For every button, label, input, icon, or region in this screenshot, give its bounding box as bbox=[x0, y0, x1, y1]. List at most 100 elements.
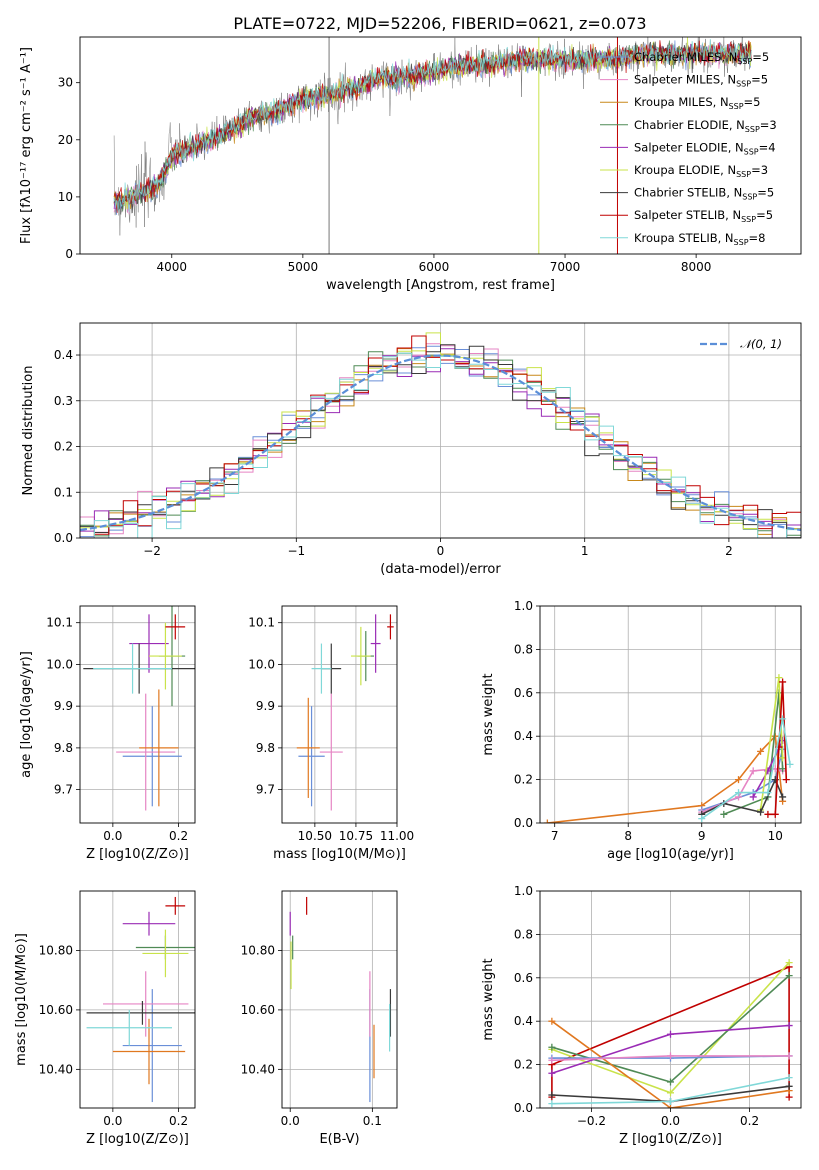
y-tick-label: 10.1 bbox=[248, 616, 275, 630]
series-marker bbox=[785, 1074, 793, 1082]
series-marker bbox=[548, 1056, 556, 1064]
series-marker bbox=[548, 1017, 556, 1025]
series-marker bbox=[779, 678, 787, 686]
y-tick-label: 10.60 bbox=[241, 1003, 275, 1017]
point-salpeter-stelib bbox=[387, 614, 394, 640]
plot-area bbox=[540, 606, 801, 823]
x-tick-label: 0.1 bbox=[363, 1114, 382, 1128]
point-salpeter-miles bbox=[103, 971, 189, 1037]
x-tick-label: 8 bbox=[624, 829, 632, 843]
y-axis-label: mass [log10(M/M⊙)] bbox=[14, 933, 29, 1066]
x-tick-label: 2 bbox=[725, 544, 733, 558]
y-axis-label: age [log10(age/yr)] bbox=[19, 651, 34, 778]
y-tick-label: 0.2 bbox=[514, 773, 533, 787]
y-tick-label: 10.80 bbox=[39, 943, 73, 957]
series-marker bbox=[771, 810, 779, 818]
series-salpeter-stelib bbox=[764, 678, 790, 818]
series-marker bbox=[779, 715, 787, 723]
x-axis-label: mass [log10(M/M⊙)] bbox=[273, 847, 406, 862]
series-marker bbox=[757, 808, 765, 816]
x-tick-label: −2 bbox=[143, 544, 161, 558]
histogram-kroupa-stelib bbox=[80, 352, 801, 538]
x-tick-label: 0.0 bbox=[103, 1114, 122, 1128]
axes-frame bbox=[281, 605, 398, 824]
series-marker bbox=[667, 1097, 674, 1105]
point-kroupa-elodie bbox=[149, 622, 182, 690]
y-axis-label: Flux [fλ10⁻¹⁷ erg cm⁻² s⁻¹ A⁻¹] bbox=[19, 47, 34, 244]
y-tick-label: 0.2 bbox=[54, 440, 73, 454]
point-kroupa-stelib bbox=[93, 643, 172, 694]
panel-mass_weight_vs_Z: −0.2 0.0 0.2 0.0 0.2 0.4 0.6 0.8 1.0 Z [log10(Z/Z… bbox=[481, 884, 802, 1147]
x-axis-label: Z [log10(Z/Z⊙)] bbox=[619, 1132, 722, 1147]
point-kroupa-miles bbox=[139, 689, 179, 807]
chart-title: PLATE=0722, MJD=52206, FIBERID=0621, z=0… bbox=[233, 14, 646, 33]
x-axis-label: Z [log10(Z/Z⊙)] bbox=[86, 847, 189, 862]
series-line bbox=[551, 965, 790, 1098]
point-chabrier-stelib bbox=[86, 1000, 195, 1025]
x-axis-label: (data-model)/error bbox=[380, 562, 501, 577]
x-axis-label: E(B-V) bbox=[319, 1132, 359, 1147]
point-salpeter-miles bbox=[319, 693, 343, 811]
point-salpeter-stelib bbox=[165, 614, 186, 640]
series-salpeter-miles bbox=[548, 1052, 793, 1064]
series-marker bbox=[698, 815, 706, 823]
x-tick-label: −0.2 bbox=[577, 1114, 606, 1128]
x-tick-label: 0.2 bbox=[169, 1114, 188, 1128]
series-kroupa-elodie bbox=[757, 674, 787, 814]
series-kroupa-stelib bbox=[548, 1074, 793, 1108]
y-tick-label: 0.0 bbox=[54, 531, 73, 545]
y-axis-label: mass weight bbox=[481, 673, 496, 755]
axes-frame bbox=[79, 36, 802, 255]
point-salpeter-elodie bbox=[370, 614, 381, 673]
series-chabrier-stelib bbox=[698, 776, 787, 818]
x-tick-label: 10.50 bbox=[298, 829, 332, 843]
series-marker bbox=[667, 1078, 674, 1086]
series-marker bbox=[779, 793, 787, 801]
x-tick-label: 10.75 bbox=[339, 829, 373, 843]
x-axis-label: wavelength [Angstrom, rest frame] bbox=[326, 278, 555, 293]
series-marker bbox=[749, 793, 757, 801]
y-tick-label: 0.8 bbox=[514, 927, 533, 941]
x-tick-label: 10 bbox=[768, 829, 783, 843]
series-marker bbox=[764, 810, 772, 818]
point-chabrier-miles bbox=[122, 989, 182, 1103]
legend-entry: Salpeter STELIB, NSSP=5 bbox=[634, 208, 773, 224]
y-tick-label: 0.1 bbox=[54, 485, 73, 499]
y-axis-label: Normed distribution bbox=[21, 366, 36, 496]
x-tick-label: 0.0 bbox=[661, 1114, 680, 1128]
panel-spectrum: Chabrier MILES, NSSP=5 Salpeter MILES, NS… bbox=[19, 36, 802, 293]
model-line-kroupa-stelib bbox=[113, 38, 752, 213]
x-tick-label: 0.2 bbox=[169, 829, 188, 843]
series-marker bbox=[785, 1082, 793, 1090]
point-salpeter-miles bbox=[116, 693, 176, 811]
x-tick-label: 5000 bbox=[288, 260, 319, 274]
y-tick-label: 0.3 bbox=[54, 394, 73, 408]
point-salpeter-elodie bbox=[122, 911, 176, 936]
point-kroupa-elodie bbox=[142, 929, 189, 978]
series-marker bbox=[785, 972, 793, 980]
series-marker bbox=[775, 674, 783, 682]
legend-entry: Chabrier ELODIE, NSSP=3 bbox=[634, 118, 777, 134]
series-marker bbox=[785, 959, 793, 967]
legend-entry: Kroupa MILES, NSSP=5 bbox=[634, 95, 760, 111]
plot-area bbox=[80, 891, 195, 1108]
y-tick-label: 10.0 bbox=[46, 657, 73, 671]
series-marker bbox=[785, 1052, 793, 1060]
x-tick-label: 6000 bbox=[419, 260, 450, 274]
histogram-chabrier-stelib bbox=[80, 344, 801, 538]
series-kroupa-stelib bbox=[698, 715, 794, 823]
axes-frame bbox=[539, 605, 802, 824]
y-tick-label: 0 bbox=[65, 247, 73, 261]
y-tick-label: 9.8 bbox=[256, 741, 275, 755]
plot-area bbox=[113, 37, 752, 254]
point-kroupa-miles bbox=[296, 697, 320, 798]
point-chabrier-miles bbox=[298, 706, 325, 807]
series-marker bbox=[548, 1091, 556, 1099]
plot-area bbox=[540, 891, 801, 1108]
y-tick-label: 10.80 bbox=[241, 943, 275, 957]
y-tick-label: 10.40 bbox=[39, 1062, 73, 1076]
legend-entry: Salpeter MILES, NSSP=5 bbox=[634, 73, 768, 89]
panel-age_vs_mass: 10.50 10.75 11.00 9.7 9.8 9.9 10.0 10.1 mass [lo… bbox=[248, 605, 414, 862]
normal-curve bbox=[80, 354, 801, 532]
y-tick-label: 9.7 bbox=[54, 783, 73, 797]
